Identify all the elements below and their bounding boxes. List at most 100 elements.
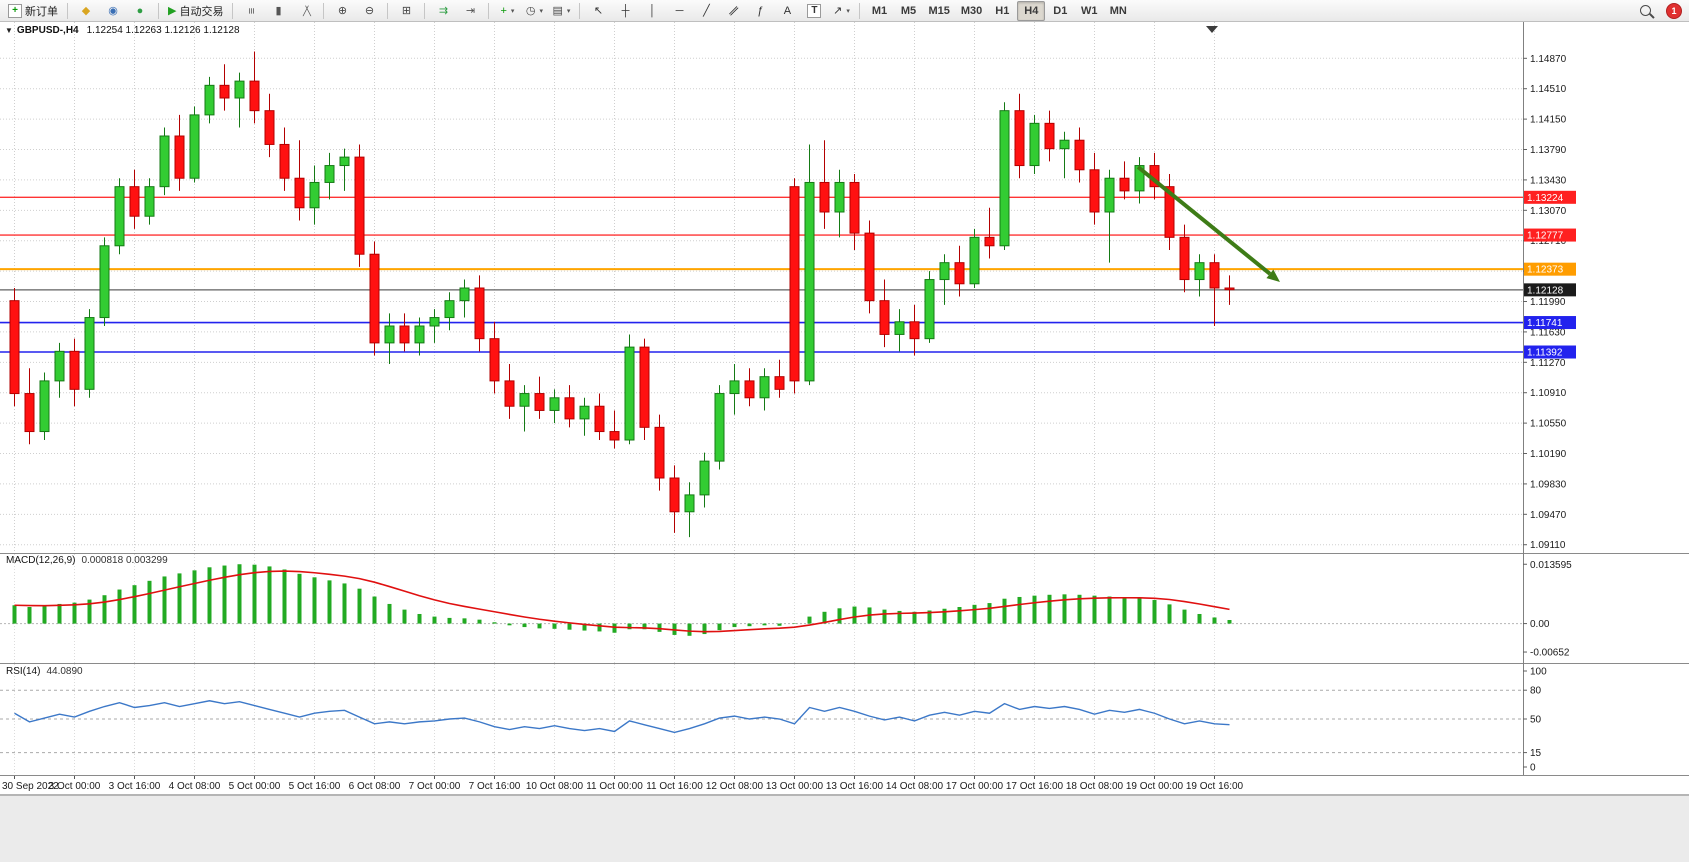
tile-windows-button[interactable]: ⊞ bbox=[393, 1, 419, 21]
timeframe-m30-label: M30 bbox=[960, 4, 983, 17]
rsi-tick-label: 100 bbox=[1530, 667, 1547, 678]
time-label: 7 Oct 00:00 bbox=[409, 781, 461, 792]
metaeditor-icon[interactable]: ◆ bbox=[73, 1, 99, 21]
indicators-button-icon: + bbox=[500, 4, 507, 17]
price-flag-1.12373 bbox=[1524, 262, 1576, 276]
zoom-out-button-icon: ⊖ bbox=[364, 4, 375, 17]
notification-badge[interactable]: 1 bbox=[1666, 2, 1682, 19]
price-flag-1.12777 bbox=[1524, 228, 1576, 242]
trendline-tool[interactable]: ╱ bbox=[693, 1, 719, 21]
timeframe-m30[interactable]: M30 bbox=[956, 1, 987, 21]
new-order-button-icon: + bbox=[8, 3, 22, 18]
time-label: 3 Oct 00:00 bbox=[49, 781, 101, 792]
new-order-button-label: 新订单 bbox=[25, 5, 58, 18]
cursor-tool[interactable]: ↖ bbox=[585, 1, 611, 21]
timeframe-h4[interactable]: H4 bbox=[1017, 0, 1046, 21]
trend-arrow[interactable] bbox=[1136, 165, 1280, 282]
text-tool[interactable]: A bbox=[774, 1, 800, 21]
price-tick-label: 1.11270 bbox=[1530, 358, 1566, 369]
arrows-tool[interactable]: ↗ ▾ bbox=[828, 1, 854, 21]
price-tick-label: 1.09470 bbox=[1530, 510, 1567, 521]
fibonacci-tool[interactable]: ƒ bbox=[747, 1, 773, 21]
timeframe-mn[interactable]: MN bbox=[1104, 1, 1132, 21]
text-label-tool-icon: T bbox=[807, 3, 822, 18]
time-label: 4 Oct 08:00 bbox=[169, 781, 221, 792]
price-tick-label: 1.14150 bbox=[1530, 115, 1567, 126]
text-label-tool[interactable]: T bbox=[801, 1, 827, 21]
horizontal-lines bbox=[0, 196, 1523, 353]
timeframe-d1-label: D1 bbox=[1053, 4, 1068, 17]
price-tick-label: 1.13430 bbox=[1530, 175, 1567, 186]
crosshair-tool[interactable]: ┼ bbox=[612, 1, 638, 21]
market-watch-icon-icon: ◉ bbox=[108, 4, 118, 17]
templates-button-dropdown-caret: ▾ bbox=[566, 7, 571, 15]
autotrading-button[interactable]: ▶ 自动交易 bbox=[164, 1, 227, 21]
horizontal-line-tool[interactable]: ─ bbox=[666, 1, 692, 21]
trendline-tool-icon: ╱ bbox=[703, 4, 710, 17]
price-scale[interactable]: 1.14870 1.14510 1.14150 1.13790 1.13430 1.130… bbox=[1523, 22, 1576, 553]
price-flag-label: 1.12128 bbox=[1527, 285, 1564, 296]
channel-tool[interactable]: ∥ bbox=[720, 1, 746, 21]
time-label: 12 Oct 08:00 bbox=[706, 781, 764, 792]
search-icon bbox=[1639, 5, 1651, 16]
indicators-button-dropdown-caret: ▾ bbox=[510, 7, 515, 15]
price-flag-label: 1.12373 bbox=[1527, 265, 1564, 276]
macd-histogram bbox=[12, 564, 1232, 636]
vertical-line-tool-icon: │ bbox=[649, 4, 656, 17]
bars-chart-button[interactable]: ≡ bbox=[238, 1, 264, 21]
toolbar-separator bbox=[579, 2, 581, 19]
time-label: 3 Oct 16:00 bbox=[109, 781, 161, 792]
new-order-button[interactable]: + 新订单 bbox=[4, 1, 62, 21]
chart-shift-marker[interactable] bbox=[1206, 26, 1218, 33]
symbol-dropdown-icon[interactable]: ▼ bbox=[5, 26, 13, 35]
main-grid bbox=[0, 22, 1523, 553]
time-label: 6 Oct 08:00 bbox=[349, 781, 401, 792]
timeframe-w1[interactable]: W1 bbox=[1075, 1, 1103, 21]
zoom-in-button-icon: ⊕ bbox=[337, 4, 348, 17]
macd-tick-label: -0.00652 bbox=[1530, 648, 1570, 659]
timeframe-d1[interactable]: D1 bbox=[1046, 1, 1074, 21]
timeframe-h4-label: H4 bbox=[1024, 4, 1039, 17]
templates-button-icon: ▤ bbox=[552, 4, 563, 17]
timeframe-m1[interactable]: M1 bbox=[865, 1, 893, 21]
timeframe-h1[interactable]: H1 bbox=[988, 1, 1016, 21]
time-label: 10 Oct 08:00 bbox=[526, 781, 584, 792]
chart-window: 1.14870 1.14510 1.14150 1.13790 1.13430 1.130… bbox=[0, 22, 1689, 862]
time-label: 13 Oct 16:00 bbox=[826, 781, 884, 792]
navigator-icon-icon: ● bbox=[136, 4, 144, 17]
toolbar-separator bbox=[232, 2, 234, 19]
macd-signal-line bbox=[14, 570, 1230, 633]
text-tool-icon: A bbox=[783, 4, 792, 17]
indicators-button[interactable]: + ▾ bbox=[494, 1, 520, 21]
toolbar: + 新订单 ◆ ◉ ● ▶ 自动交易 ≡ ▮ ╱╲ ⊕ ⊖ ⊞ ⇉ ⇥ + ▾ ◷ ▾ ▤ ▾ ↖ ┼ │ ─ ╱ ∥ ƒ A T ↗ ▾ M1… bbox=[0, 0, 1689, 22]
candles-chart-button[interactable]: ▮ bbox=[265, 1, 291, 21]
vertical-line-tool[interactable]: │ bbox=[639, 1, 665, 21]
bars-chart-button-icon: ≡ bbox=[245, 7, 258, 14]
price-flag-label: 1.12777 bbox=[1527, 231, 1564, 242]
toolbar-separator bbox=[859, 2, 861, 19]
time-label: 13 Oct 00:00 bbox=[766, 781, 824, 792]
navigator-icon[interactable]: ● bbox=[127, 1, 153, 21]
time-label: 19 Oct 00:00 bbox=[1126, 781, 1184, 792]
time-label: 17 Oct 00:00 bbox=[946, 781, 1004, 792]
zoom-out-button[interactable]: ⊖ bbox=[356, 1, 382, 21]
autotrading-button-label: 自动交易 bbox=[179, 5, 224, 18]
templates-button[interactable]: ▤ ▾ bbox=[548, 1, 574, 21]
timeframe-m15[interactable]: M15 bbox=[923, 1, 954, 21]
time-label: 11 Oct 16:00 bbox=[646, 781, 703, 792]
macd-tick-label: 0.00 bbox=[1530, 619, 1550, 630]
time-label: 14 Oct 08:00 bbox=[886, 781, 944, 792]
rsi-panel[interactable]: 100 80 50 15 0 bbox=[0, 663, 1689, 775]
search-button[interactable] bbox=[1632, 1, 1658, 21]
auto-scroll-button[interactable]: ⇉ bbox=[430, 1, 456, 21]
main-chart[interactable]: 1.14870 1.14510 1.14150 1.13790 1.13430 1.130… bbox=[0, 22, 1689, 553]
macd-panel[interactable]: 0.013595 0.00 -0.00652 bbox=[0, 553, 1689, 663]
zoom-in-button[interactable]: ⊕ bbox=[329, 1, 355, 21]
periods-button[interactable]: ◷ ▾ bbox=[521, 1, 547, 21]
line-chart-button[interactable]: ╱╲ bbox=[292, 1, 318, 21]
window-bottom bbox=[0, 795, 1689, 862]
market-watch-icon[interactable]: ◉ bbox=[100, 1, 126, 21]
chart-shift-button[interactable]: ⇥ bbox=[457, 1, 483, 21]
timeframe-m5[interactable]: M5 bbox=[894, 1, 922, 21]
